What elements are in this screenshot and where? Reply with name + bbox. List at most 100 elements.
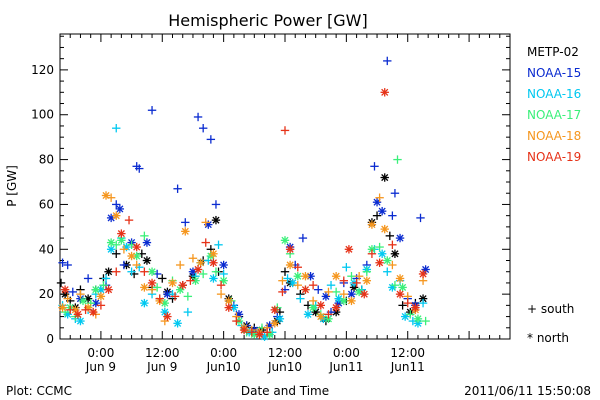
data-point xyxy=(147,267,157,276)
data-point xyxy=(132,260,141,270)
data-point xyxy=(211,267,221,276)
data-point xyxy=(354,272,364,281)
data-point xyxy=(193,265,203,274)
data-point xyxy=(68,287,77,297)
data-point xyxy=(152,283,162,292)
data-point xyxy=(390,280,400,290)
x-tick-date-label: Jun11 xyxy=(328,360,363,374)
data-point xyxy=(278,276,287,285)
data-point xyxy=(380,224,389,234)
y-tick-label: 0 xyxy=(46,332,54,346)
data-point xyxy=(380,173,389,182)
data-point xyxy=(112,211,121,220)
data-point xyxy=(331,272,341,281)
data-point xyxy=(406,310,415,319)
data-point xyxy=(99,280,108,290)
data-point xyxy=(352,278,361,288)
legend-entry: NOAA-16 xyxy=(527,87,581,101)
x-tick-time-label: 0:00 xyxy=(210,346,237,360)
x-tick-date-label: Jun11 xyxy=(390,360,425,374)
data-point xyxy=(360,289,369,299)
y-axis: 0 20 40 60 80 100 120 xyxy=(31,35,510,346)
data-point xyxy=(418,269,428,279)
x-tick-time-label: 0:00 xyxy=(87,346,114,360)
data-point xyxy=(390,189,400,198)
data-point xyxy=(326,280,336,290)
data-point xyxy=(301,285,310,294)
data-point xyxy=(201,218,210,227)
data-point xyxy=(280,126,290,135)
data-point xyxy=(89,307,98,317)
data-point xyxy=(293,272,302,281)
data-point xyxy=(168,278,177,288)
legend-south: + south xyxy=(527,302,574,316)
data-point xyxy=(331,303,341,312)
x-tick-time-label: 0:00 xyxy=(333,346,360,360)
legend-north: * north xyxy=(527,331,569,345)
y-axis-label: P [GW] xyxy=(5,165,19,207)
data-point xyxy=(58,258,67,267)
data-point xyxy=(132,242,141,252)
data-point xyxy=(183,292,193,301)
data-point xyxy=(393,155,402,164)
data-point xyxy=(214,240,223,250)
data-point xyxy=(324,314,333,324)
data-point xyxy=(186,276,195,285)
data-point xyxy=(375,258,384,267)
data-point xyxy=(395,274,405,283)
x-tick-time-label: 12:00 xyxy=(268,346,303,360)
data-point xyxy=(63,260,72,270)
data-point xyxy=(216,289,226,299)
data-point xyxy=(342,263,351,272)
data-point xyxy=(193,112,203,122)
data-point xyxy=(81,305,90,315)
legend-entry: NOAA-15 xyxy=(527,66,581,80)
data-point xyxy=(76,289,85,299)
data-point xyxy=(181,227,190,236)
data-point xyxy=(188,254,198,263)
data-point xyxy=(140,298,149,308)
data-point xyxy=(383,56,392,66)
data-point xyxy=(388,240,397,250)
legend-entry: NOAA-19 xyxy=(527,150,581,164)
y-tick-label: 80 xyxy=(39,153,54,167)
data-point xyxy=(285,260,295,270)
data-point xyxy=(280,236,290,245)
data-point xyxy=(270,305,279,315)
data-point xyxy=(308,296,318,306)
data-point xyxy=(278,287,287,297)
data-point xyxy=(398,283,407,292)
data-point xyxy=(301,272,310,281)
data-point xyxy=(76,316,85,326)
footer-left: Plot: CCMC xyxy=(6,384,72,398)
data-point xyxy=(383,267,392,276)
data-point xyxy=(147,278,157,288)
chart-title: Hemispheric Power [GW] xyxy=(168,11,367,30)
data-point xyxy=(314,285,323,294)
data-point xyxy=(375,242,384,252)
data-point xyxy=(383,256,392,265)
data-point xyxy=(173,319,182,328)
data-point xyxy=(418,298,428,308)
data-point xyxy=(78,296,88,306)
legend-entry: NOAA-18 xyxy=(527,129,581,143)
data-point xyxy=(119,260,129,270)
data-point xyxy=(132,251,141,261)
data-point xyxy=(91,285,100,294)
data-point xyxy=(293,263,302,272)
data-point xyxy=(385,231,395,241)
data-point xyxy=(339,289,349,299)
data-point xyxy=(170,292,180,301)
data-point xyxy=(140,283,149,292)
data-point xyxy=(142,256,152,265)
data-point xyxy=(331,287,341,297)
x-tick-date-label: Jun10 xyxy=(206,360,241,374)
data-point xyxy=(247,328,256,337)
data-point xyxy=(115,204,125,214)
data-point xyxy=(163,312,172,321)
data-point xyxy=(403,298,412,308)
data-point xyxy=(209,274,218,283)
x-tick-date-label: Jun 9 xyxy=(85,360,116,374)
data-point xyxy=(112,240,121,250)
